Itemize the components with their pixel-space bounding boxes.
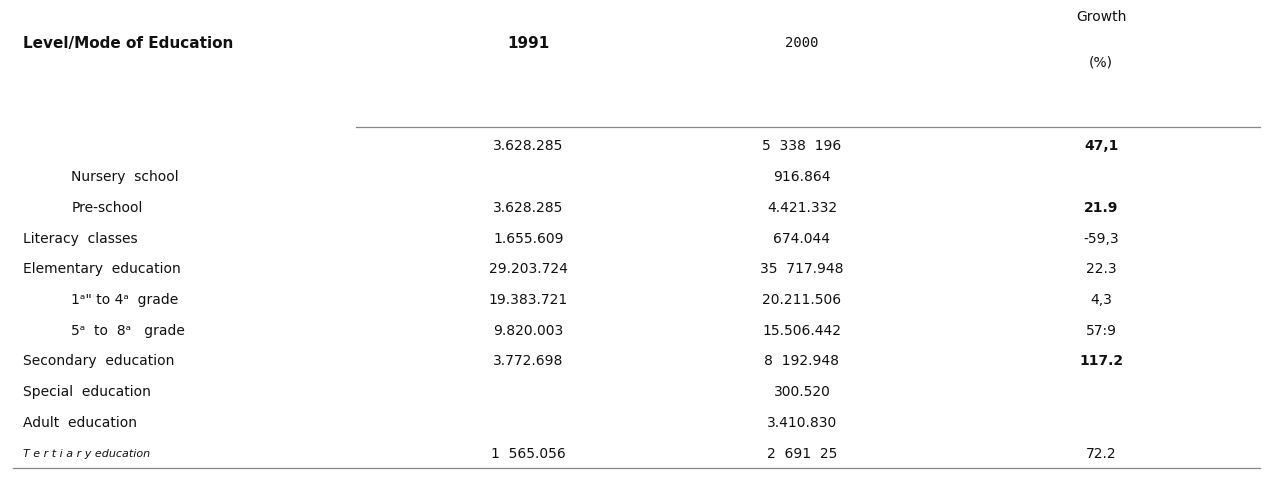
Text: Level/Mode of Education: Level/Mode of Education xyxy=(23,36,233,51)
Text: 1991: 1991 xyxy=(507,36,550,51)
Text: 35  717.948: 35 717.948 xyxy=(760,262,844,276)
Text: Nursery  school: Nursery school xyxy=(71,170,179,184)
Text: 1.655.609: 1.655.609 xyxy=(493,231,564,246)
Text: 4,3: 4,3 xyxy=(1090,293,1113,307)
Text: 21.9: 21.9 xyxy=(1083,201,1119,215)
Text: 300.520: 300.520 xyxy=(774,385,830,399)
Text: 3.410.830: 3.410.830 xyxy=(766,416,838,430)
Text: 916.864: 916.864 xyxy=(773,170,831,184)
Text: 72.2: 72.2 xyxy=(1086,446,1116,461)
Text: 1ᵃ" to 4ᵃ  grade: 1ᵃ" to 4ᵃ grade xyxy=(71,293,178,307)
Text: 20.211.506: 20.211.506 xyxy=(763,293,841,307)
Text: Special  education: Special education xyxy=(23,385,150,399)
Text: 674.044: 674.044 xyxy=(774,231,830,246)
Text: 3.772.698: 3.772.698 xyxy=(493,354,564,369)
Text: 3.628.285: 3.628.285 xyxy=(493,139,564,154)
Text: 47,1: 47,1 xyxy=(1083,139,1119,154)
Text: Growth: Growth xyxy=(1076,10,1127,24)
Text: -59,3: -59,3 xyxy=(1083,231,1119,246)
Text: 22.3: 22.3 xyxy=(1086,262,1116,276)
Text: 4.421.332: 4.421.332 xyxy=(766,201,838,215)
Text: 8  192.948: 8 192.948 xyxy=(765,354,839,369)
Text: 2  691  25: 2 691 25 xyxy=(766,446,838,461)
Text: 1  565.056: 1 565.056 xyxy=(491,446,565,461)
Text: Pre-school: Pre-school xyxy=(71,201,143,215)
Text: 29.203.724: 29.203.724 xyxy=(489,262,568,276)
Text: 9.820.003: 9.820.003 xyxy=(493,324,564,338)
Text: Elementary  education: Elementary education xyxy=(23,262,181,276)
Text: (%): (%) xyxy=(1090,55,1113,70)
Text: 19.383.721: 19.383.721 xyxy=(489,293,568,307)
Text: T e r t i a r y education: T e r t i a r y education xyxy=(23,449,150,458)
Text: Adult  education: Adult education xyxy=(23,416,137,430)
Text: 3.628.285: 3.628.285 xyxy=(493,201,564,215)
Text: 2000: 2000 xyxy=(785,36,819,50)
Text: 5  338  196: 5 338 196 xyxy=(763,139,841,154)
Text: 117.2: 117.2 xyxy=(1080,354,1123,369)
Text: Literacy  classes: Literacy classes xyxy=(23,231,137,246)
Text: 5ᵃ  to  8ᵃ   grade: 5ᵃ to 8ᵃ grade xyxy=(71,324,185,338)
Text: Secondary  education: Secondary education xyxy=(23,354,174,369)
Text: 57:9: 57:9 xyxy=(1086,324,1116,338)
Text: 15.506.442: 15.506.442 xyxy=(763,324,841,338)
